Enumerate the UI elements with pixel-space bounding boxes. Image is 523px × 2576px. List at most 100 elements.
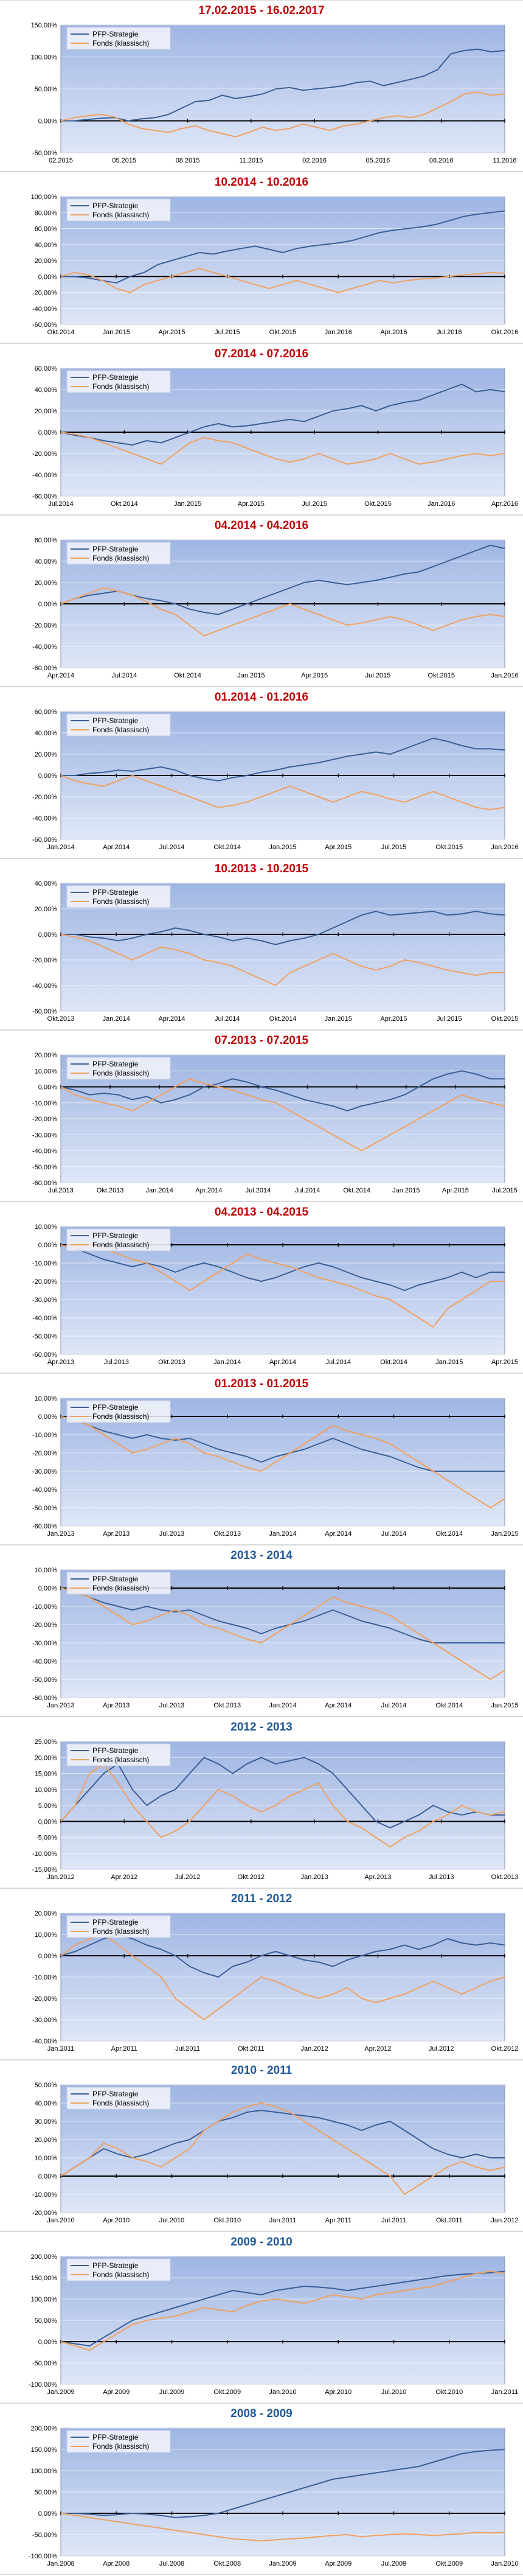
x-tick-label: Apr.2015: [238, 500, 265, 508]
chart-svg: 60,00% 40,00% 20,00% 0,00% -20,00% -40,00% -60…: [32, 537, 519, 679]
x-tick-label: Okt.2008: [213, 2560, 241, 2567]
series-line-strategy: [60, 2270, 505, 2347]
x-tick-label: Jul.2014: [325, 1359, 351, 1366]
y-tick-label: -20,00%: [32, 1116, 57, 1123]
chart-svg: 60,00% 40,00% 20,00% 0,00% -20,00% -40,00% -60…: [32, 365, 518, 508]
x-tick-label: Jul.2014: [295, 1187, 320, 1194]
y-tick-label: 0,00%: [38, 931, 57, 939]
series-line-strategy: [60, 383, 505, 446]
series-line-strategy: [60, 1757, 505, 1829]
x-tick-label: Jan.2015: [237, 672, 265, 679]
x-tick-label: Okt.2016: [491, 329, 519, 336]
chart-title: 07.2014 - 07.2016: [214, 348, 309, 360]
legend-label: PFP-Strategie: [92, 2090, 139, 2098]
x-tick-label: Apr.2014: [195, 1187, 222, 1194]
x-tick-label: Jul.2012: [175, 1874, 201, 1881]
series-line-strategy: [61, 48, 505, 122]
y-tick-label: 50,00%: [35, 2489, 58, 2496]
y-tick-label: 200,00%: [31, 2253, 58, 2261]
y-tick-label: 0,00%: [38, 1413, 57, 1421]
x-tick-label: Okt.2013: [158, 1359, 185, 1366]
chart-panel: 07.2014 - 07.2016 60,00% 40,00% 20,00% 0,00%…: [0, 343, 523, 515]
series-line-fund: [60, 2102, 505, 2195]
x-tick-label: Jul.2015: [215, 329, 240, 336]
x-tick-label: Jan.2014: [269, 1702, 296, 1709]
y-tick-label: -20,00%: [32, 1622, 57, 1629]
chart-svg: 10,00% 0,00% -10,00% -20,00% -30,00% -40,00% -…: [32, 1395, 519, 1538]
legend-box: [66, 2087, 171, 2110]
x-tick-label: Apr.2011: [325, 2217, 352, 2224]
x-tick-label: Apr.2014: [325, 1702, 352, 1709]
y-tick-label: -30,00%: [32, 1468, 57, 1475]
chart-svg: 25,00% 20,00% 15,00% 10,00% 5,00% 0,00% -5,00%…: [32, 1738, 518, 1881]
x-tick-label: Okt.2009: [213, 2389, 241, 2396]
y-tick-label: -30,00%: [32, 1297, 57, 1304]
x-tick-label: Apr.2014: [325, 1530, 352, 1538]
y-tick-label: 0,00%: [38, 601, 57, 608]
chart-title: 01.2014 - 01.2016: [214, 691, 309, 704]
y-tick-label: -60,00%: [32, 836, 57, 844]
y-tick-label: -10,00%: [32, 1260, 57, 1267]
series-line-fund: [60, 2513, 505, 2542]
y-tick-label: 20,00%: [35, 1910, 58, 1917]
y-tick-label: -40,00%: [32, 1486, 57, 1494]
y-tick-label: -20,00%: [32, 957, 57, 964]
legend-label: Fonds (klassisch): [92, 1927, 149, 1936]
y-tick-label: 150,00%: [31, 2446, 58, 2454]
x-tick-label: Jan.2010: [491, 2560, 518, 2567]
y-tick-label: 100,00%: [31, 2296, 58, 2303]
x-tick-label: Okt.2009: [435, 2560, 463, 2567]
x-tick-label: Apr.2011: [111, 2045, 137, 2053]
y-tick-label: 0,00%: [38, 1818, 57, 1825]
series-line-fund: [60, 268, 505, 293]
chart-panel: 2011 - 2012 20,00% 10,00% 0,00% -10,00% -20,0…: [0, 1888, 523, 2060]
y-tick-label: -50,00%: [32, 2360, 57, 2367]
legend-label: Fonds (klassisch): [92, 1412, 149, 1421]
x-tick-label: Jan.2012: [301, 2045, 328, 2053]
y-tick-label: 10,00%: [35, 2155, 58, 2162]
series-line-strategy: [60, 1934, 505, 1978]
x-tick-label: Jan.2009: [269, 2560, 296, 2567]
y-tick-label: 150,00%: [31, 2275, 58, 2282]
y-tick-label: -20,00%: [32, 794, 57, 801]
x-tick-label: Jul.2014: [381, 1702, 407, 1709]
legend-label: Fonds (klassisch): [92, 1069, 149, 1077]
y-tick-label: 80,00%: [35, 209, 58, 217]
y-tick-label: 150,00%: [31, 22, 58, 29]
y-tick-label: -20,00%: [32, 1278, 57, 1286]
x-tick-label: Jan.2010: [269, 2389, 296, 2396]
legend-label: Fonds (klassisch): [92, 2270, 149, 2279]
x-tick-label: Apr.2014: [269, 1359, 296, 1366]
x-tick-label: Jul.2015: [437, 1015, 462, 1023]
y-tick-label: 10,00%: [35, 1223, 58, 1231]
x-tick-label: Okt.2013: [97, 1187, 124, 1194]
y-tick-label: -50,00%: [32, 1676, 57, 1684]
y-tick-label: -100,00%: [29, 2553, 57, 2560]
y-tick-label: -50,00%: [32, 1164, 57, 1171]
legend-label: PFP-Strategie: [92, 2433, 139, 2441]
x-tick-label: Jan.2015: [325, 1015, 352, 1023]
legend-label: Fonds (klassisch): [92, 2442, 149, 2451]
chart-title: 10.2014 - 10.2016: [214, 176, 309, 189]
x-tick-label: Apr.2016: [380, 329, 407, 336]
x-tick-label: Okt.2014: [213, 844, 241, 851]
x-tick-label: Jan.2014: [47, 844, 74, 851]
x-tick-label: Apr.2015: [325, 844, 352, 851]
chart-svg: 40,00%20,00%0,00%-20,00%-40,00%-60,00%Ok…: [32, 880, 518, 1023]
y-tick-label: -100,00%: [29, 2381, 57, 2389]
y-tick-label: 60,00%: [35, 709, 58, 716]
y-tick-label: 0,00%: [38, 429, 57, 436]
legend-label: PFP-Strategie: [92, 888, 139, 897]
x-tick-label: Okt.2014: [269, 1015, 297, 1023]
y-tick-label: 20,00%: [35, 408, 58, 415]
x-tick-label: Apr.2015: [442, 1187, 469, 1194]
x-tick-label: Apr.2015: [301, 672, 328, 679]
x-tick-label: Apr.2015: [158, 329, 185, 336]
y-tick-label: -40,00%: [32, 306, 57, 313]
